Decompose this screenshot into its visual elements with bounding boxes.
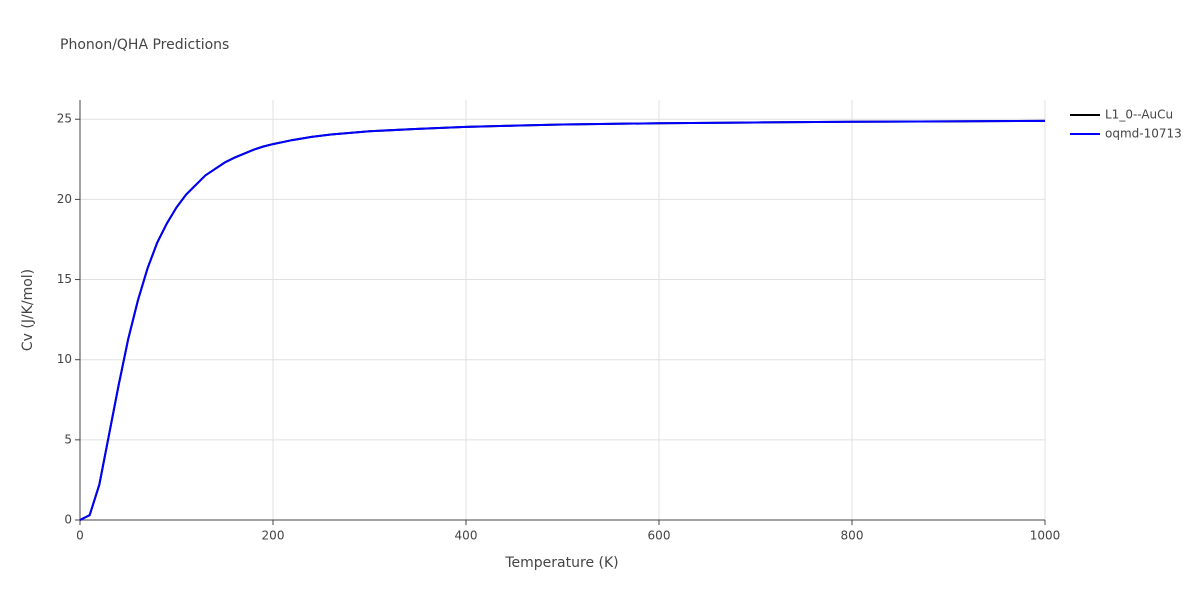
x-axis-label: Temperature (K) <box>504 555 618 571</box>
y-tick-label: 25 <box>57 112 72 126</box>
x-tick-label: 600 <box>648 529 671 543</box>
x-tick-label: 200 <box>262 529 285 543</box>
y-tick-label: 15 <box>57 272 72 286</box>
y-tick-label: 5 <box>64 432 72 446</box>
x-tick-label: 1000 <box>1030 529 1061 543</box>
chart-title: Phonon/QHA Predictions <box>60 37 229 53</box>
x-tick-label: 400 <box>455 529 478 543</box>
y-tick-label: 20 <box>57 192 72 206</box>
y-tick-label: 10 <box>57 352 72 366</box>
y-tick-label: 0 <box>64 513 72 527</box>
legend-label: oqmd-10713 <box>1105 127 1182 141</box>
x-tick-label: 800 <box>841 529 864 543</box>
legend-label: L1_0--AuCu <box>1105 108 1173 122</box>
series-line <box>79 119 1046 521</box>
series-line <box>79 119 1046 521</box>
x-tick-label: 0 <box>76 529 84 543</box>
y-axis-label: Cv (J/K/mol) <box>20 269 36 351</box>
